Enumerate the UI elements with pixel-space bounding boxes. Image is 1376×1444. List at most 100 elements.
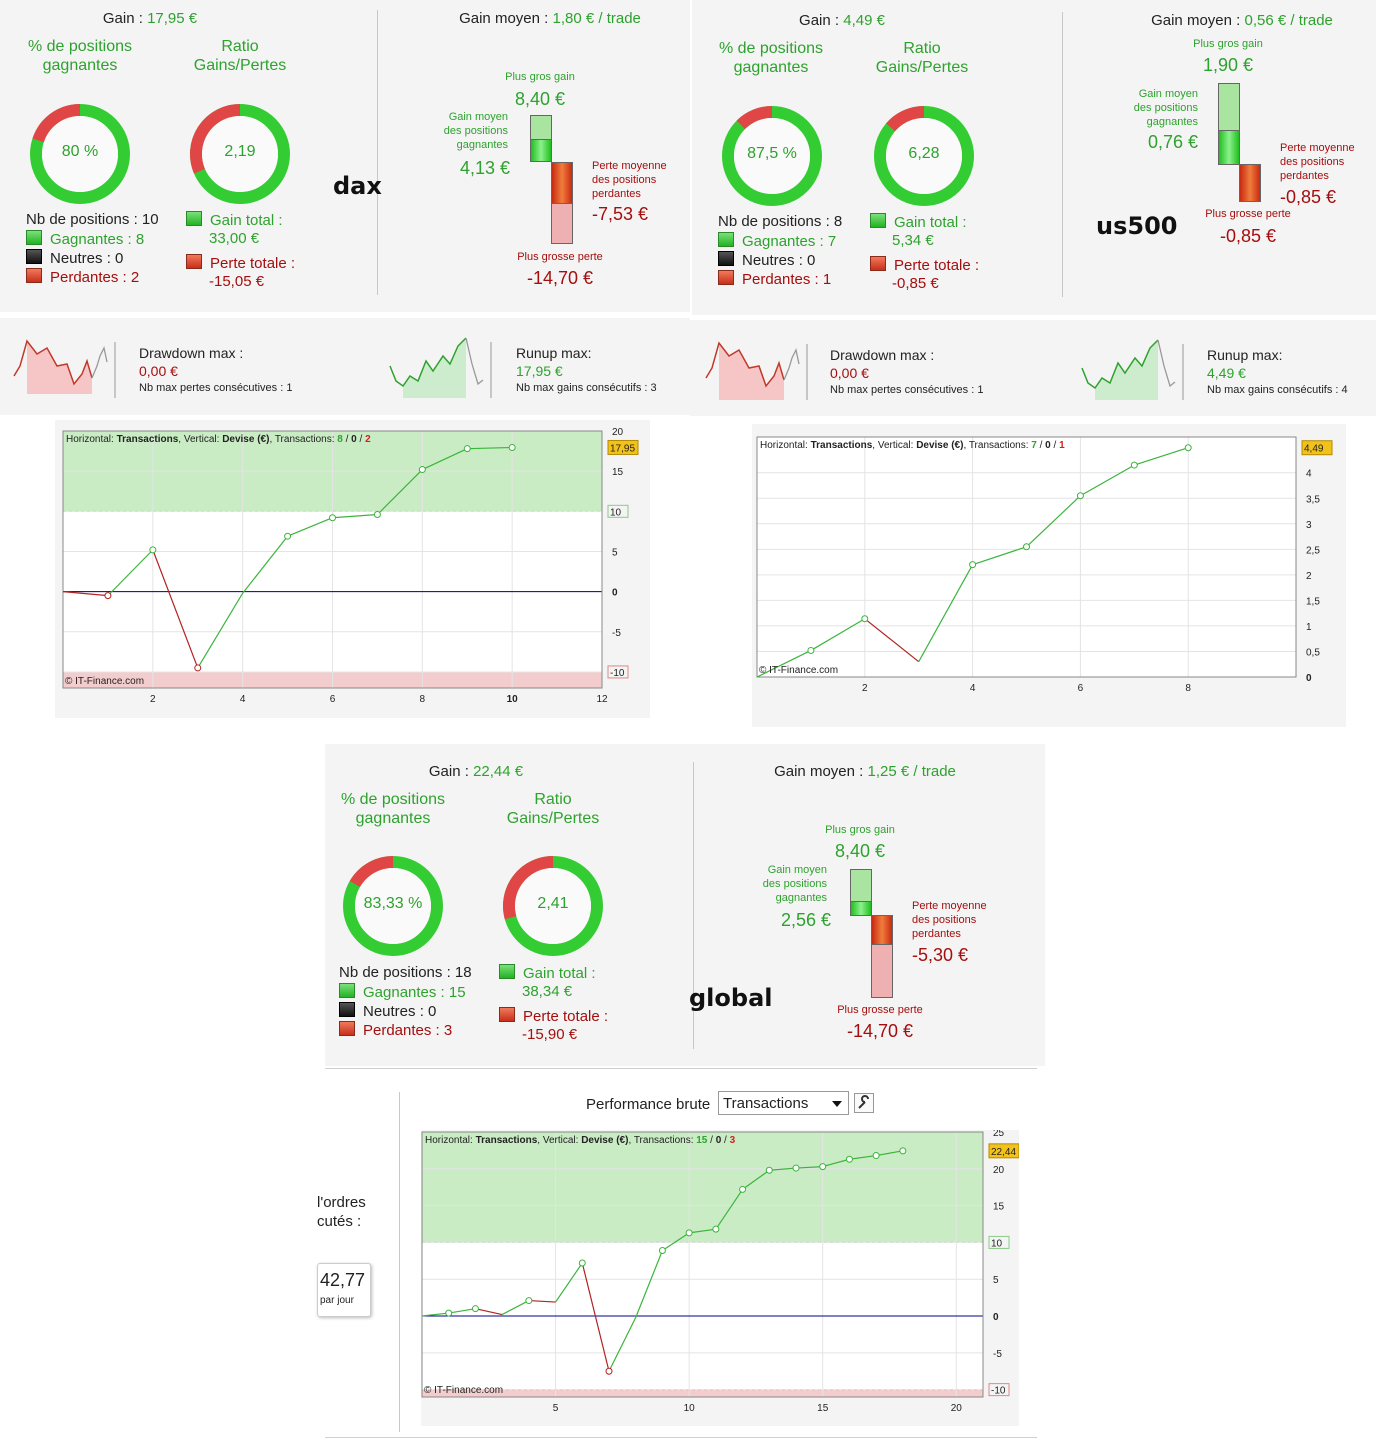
global-performance-area: l'ordres cutés : 42,77 par jour Performa… bbox=[317, 1068, 1045, 1444]
gain-label: Gain : bbox=[428, 763, 469, 780]
chart-info-part: Transactions bbox=[117, 434, 179, 445]
last-value-label: 17,95 bbox=[610, 443, 635, 454]
series-segment bbox=[795, 1165, 823, 1169]
y-tick-label: 1,5 bbox=[1306, 596, 1320, 607]
chart-info: Horizontal: Transactions, Vertical: Devi… bbox=[760, 440, 1065, 451]
green-square-icon bbox=[339, 983, 355, 998]
donut-center bbox=[734, 118, 810, 194]
series-segment bbox=[421, 1312, 449, 1317]
chart-info: Horizontal: Transactions, Vertical: Devi… bbox=[425, 1135, 736, 1146]
x-tick-label: 5 bbox=[553, 1403, 559, 1414]
us500-gain: Gain : 4,49 € bbox=[752, 12, 932, 29]
data-point bbox=[329, 514, 336, 522]
win-pct-donut bbox=[30, 104, 130, 204]
data-point bbox=[712, 1225, 720, 1233]
donut-loss-arc bbox=[886, 106, 925, 132]
donut-center bbox=[515, 868, 591, 944]
global-stats-panel: Gain : 22,44 € % de positions gagnantes … bbox=[325, 744, 1045, 1066]
y-tick-label: 15 bbox=[993, 1202, 1005, 1213]
pct-title: % de positions gagnantes bbox=[718, 40, 824, 76]
y-tick-label: -5 bbox=[993, 1349, 1002, 1360]
y-tick-label: 10 bbox=[991, 1238, 1003, 1249]
partial-orders-line2: cutés : bbox=[317, 1213, 362, 1230]
series-segment bbox=[864, 618, 920, 663]
series-segment bbox=[62, 591, 108, 597]
pct-value: 87,5 % bbox=[747, 145, 797, 162]
perte-totale-label: Perte totale : bbox=[894, 257, 980, 274]
perte-moyenne-label: Perte moyenne des positions perdantes bbox=[592, 160, 667, 200]
chart-info-part: Transactions bbox=[476, 1135, 538, 1146]
perdantes-label: Perdantes : 1 bbox=[742, 271, 832, 288]
data-point bbox=[1023, 543, 1030, 551]
gain-value: 4,49 € bbox=[843, 12, 885, 29]
data-point bbox=[819, 1163, 827, 1171]
last-value-label: 22,44 bbox=[991, 1147, 1016, 1158]
plus-gros-gain-label: Plus gros gain bbox=[825, 824, 895, 836]
series-segment bbox=[876, 1150, 903, 1157]
runup-sparkline-icon bbox=[389, 337, 492, 398]
series-segment bbox=[1080, 464, 1135, 497]
nb-positions: Nb de positions : 18 bbox=[339, 964, 472, 981]
chart-info-part: 7 bbox=[1031, 440, 1037, 451]
series-segment bbox=[287, 517, 333, 537]
data-point bbox=[739, 1185, 747, 1193]
gain-bar-upper bbox=[530, 115, 552, 140]
wrench-icon[interactable] bbox=[855, 1094, 873, 1112]
red-square-icon bbox=[339, 1021, 355, 1036]
donut-center bbox=[355, 868, 431, 944]
green-square-icon bbox=[186, 211, 202, 226]
perte-totale-value: -15,90 € bbox=[522, 1026, 578, 1043]
data-point bbox=[471, 1305, 479, 1313]
chart-info: Horizontal: Transactions, Vertical: Devi… bbox=[66, 434, 371, 445]
perdantes-label: Perdantes : 2 bbox=[50, 269, 140, 286]
series-segment bbox=[475, 1308, 503, 1316]
gain-zone bbox=[422, 1132, 983, 1243]
donut-center bbox=[202, 116, 278, 192]
chevron-down-icon[interactable] bbox=[832, 1101, 842, 1107]
gain-moyen: Gain moyen : 0,56 € / trade bbox=[1132, 12, 1352, 29]
partial-stat-value: 42,77 bbox=[320, 1270, 366, 1290]
donut-loss-arc bbox=[349, 856, 394, 888]
last-value-tag bbox=[1301, 440, 1333, 456]
plus-grosse-perte-value: -0,85 € bbox=[1219, 226, 1277, 246]
series-segment bbox=[448, 1308, 476, 1314]
x-tick-label: 4 bbox=[970, 683, 976, 694]
legend-perdantes: Perdantes : 2 bbox=[26, 268, 139, 286]
partial-stat-box: 42,77 par jour bbox=[317, 1263, 371, 1317]
red-square-icon bbox=[870, 256, 886, 271]
gain-bar-upper bbox=[1218, 83, 1240, 131]
chart-info-part: Devise (€) bbox=[581, 1135, 628, 1146]
gain-bar-lower bbox=[1218, 130, 1240, 165]
perte-totale: Perte totale : bbox=[499, 1007, 608, 1025]
data-point bbox=[899, 1147, 907, 1155]
series-segment bbox=[769, 1167, 797, 1171]
ratio-title: Ratio Gains/Pertes bbox=[193, 38, 287, 74]
loss-bar-upper bbox=[551, 162, 573, 204]
data-point bbox=[1130, 461, 1138, 469]
chart-credit: © IT-Finance.com bbox=[759, 665, 838, 676]
y-tick-label: 4 bbox=[1306, 469, 1312, 480]
runup-sub: Nb max gains consécutifs : 3 bbox=[516, 382, 657, 394]
series-segment bbox=[635, 1250, 663, 1318]
donut-loss-arc bbox=[32, 104, 81, 143]
red-square-icon bbox=[186, 254, 202, 269]
chart-info-part: / bbox=[343, 434, 351, 445]
y-tick-label: 0 bbox=[1306, 673, 1312, 684]
series-segment bbox=[528, 1299, 556, 1303]
performance-select[interactable]: Transactions bbox=[718, 1091, 849, 1115]
legend-neutres: Neutres : 0 bbox=[718, 251, 815, 269]
perte-moyenne-label: Perte moyenne des positions perdantes bbox=[912, 900, 987, 940]
neutres-label: Neutres : 0 bbox=[363, 1003, 437, 1020]
chart-info-part: 0 bbox=[716, 1135, 722, 1146]
y-tick-label: 0 bbox=[612, 588, 618, 599]
ratio-value: 6,28 bbox=[908, 145, 940, 162]
donut-loss-arc bbox=[190, 104, 241, 174]
gain-bar-upper bbox=[850, 869, 872, 902]
chart-info-part: / bbox=[1037, 440, 1045, 451]
series-segment bbox=[742, 1169, 770, 1190]
gain-total-value: 33,00 € bbox=[209, 230, 260, 247]
series-segment bbox=[197, 592, 244, 669]
perte-totale-label: Perte totale : bbox=[523, 1008, 609, 1025]
wrench-button[interactable] bbox=[854, 1093, 874, 1113]
green-square-icon bbox=[718, 232, 734, 247]
